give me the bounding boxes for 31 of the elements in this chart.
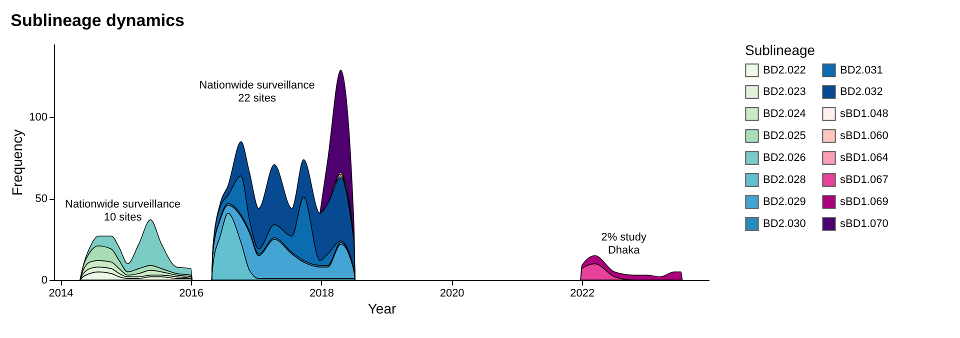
x-tick-label: 2014 [48,288,74,300]
x-tick-label: 2022 [570,288,595,300]
y-tick-label: 100 [29,112,48,124]
legend-label: sBD1.069 [840,196,888,208]
legend-title: Sublineage [745,42,816,58]
x-axis-title: Year [368,300,396,316]
legend-label: sBD1.070 [840,218,888,230]
legend-label: sBD1.048 [840,108,888,120]
x-tick-label: 2020 [440,288,464,300]
legend-label: BD2.026 [763,152,806,164]
annotation: 2% study Dhaka [601,232,647,257]
legend-label: sBD1.064 [840,152,888,164]
y-tick-label: 50 [35,193,48,206]
legend-label: sBD1.060 [840,130,888,142]
annotation: Nationwide surveillance 10 sites [64,198,181,224]
x-tick-label: 2018 [309,288,334,300]
legend-label: BD2.028 [763,174,806,186]
x-tick-label: 2016 [179,288,204,300]
legend-label: BD2.024 [763,108,806,120]
y-axis-title: Frequency [9,129,26,196]
annotation: Nationwide surveillance 22 sites [199,79,315,104]
legend-label: BD2.029 [763,196,806,208]
legend-label: BD2.030 [763,218,806,230]
y-tick-label: 0 [41,274,48,286]
legend-label: BD2.022 [763,64,806,76]
legend-label: BD2.032 [840,86,883,98]
legend-label: BD2.023 [763,86,806,98]
legend-label: BD2.031 [840,64,883,76]
chart-title: Sublineage dynamics [10,11,184,30]
legend-label: sBD1.067 [840,174,888,186]
legend-label: BD2.025 [763,130,806,142]
